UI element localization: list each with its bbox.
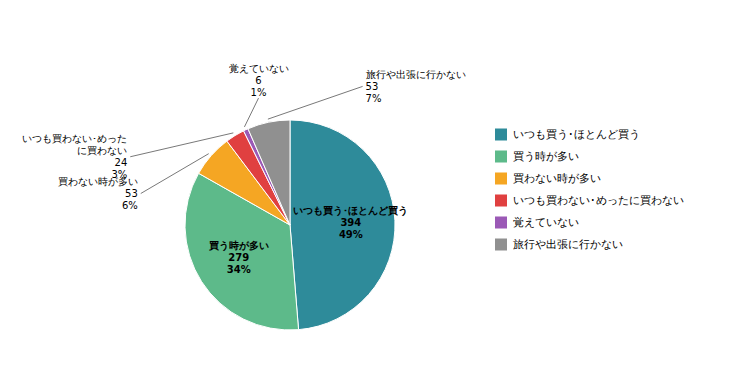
slice xyxy=(248,120,290,225)
legend-item: いつも買う･ほとんど買う xyxy=(495,128,640,141)
slice-label-line: に買わない xyxy=(77,145,127,156)
legend-item: いつも買わない･めったに買わない xyxy=(495,194,684,207)
legend-swatch xyxy=(495,239,507,251)
slice-label-line: 旅行や出張に行かない xyxy=(366,69,466,80)
slice-label: いつも買う･ほとんど買う xyxy=(293,205,408,217)
chart: いつも買う･ほとんど買う39449%買う時が多い27934%買わない時が多い53… xyxy=(0,0,756,379)
value-label: 279 xyxy=(228,252,249,263)
legend-swatch xyxy=(495,129,507,141)
legend-label: 買う時が多い xyxy=(513,150,579,163)
legend-label: いつも買う･ほとんど買う xyxy=(513,128,640,141)
legend-item: 買う時が多い xyxy=(495,150,579,163)
value-label: 53 xyxy=(125,188,138,199)
percentage-label: 1% xyxy=(251,87,267,98)
legend-label: 旅行や出張に行かない xyxy=(513,238,623,251)
value-label: 6 xyxy=(255,75,261,86)
legend-label: 買わない時が多い xyxy=(513,172,601,185)
slice-label-line: いつも買う･ほとんど買う xyxy=(293,205,408,217)
legend-label: いつも買わない･めったに買わない xyxy=(513,194,684,207)
value-label: 394 xyxy=(340,217,361,228)
slice-label: 旅行や出張に行かない xyxy=(366,69,466,80)
slice xyxy=(290,120,395,330)
slice-label-line: いつも買わない･めった xyxy=(22,133,127,144)
slice-label-line: 覚えていない xyxy=(229,63,289,74)
leader-line xyxy=(141,154,209,194)
leader-line xyxy=(244,98,258,127)
slice-label: 買う時が多い xyxy=(208,240,269,252)
pie xyxy=(185,120,395,330)
slice-label: 覚えていない xyxy=(229,63,289,74)
value-label: 53 xyxy=(366,81,379,92)
data-labels: いつも買う･ほとんど買う39449%買う時が多い27934%買わない時が多い53… xyxy=(22,63,465,276)
percentage-label: 3% xyxy=(111,169,127,180)
percentage-label: 6% xyxy=(122,200,138,211)
percentage-label: 7% xyxy=(366,93,382,104)
legend-swatch xyxy=(495,173,507,185)
percentage-label: 49% xyxy=(339,229,363,240)
legend-swatch xyxy=(495,151,507,163)
value-label: 24 xyxy=(115,157,128,168)
slice-label: いつも買わない･めったに買わない xyxy=(22,133,127,156)
legend-item: 旅行や出張に行かない xyxy=(495,238,623,251)
legend-label: 覚えていない xyxy=(513,216,579,229)
legend-item: 買わない時が多い xyxy=(495,172,601,185)
legend-swatch xyxy=(495,195,507,207)
legend-item: 覚えていない xyxy=(495,216,579,229)
leader-line xyxy=(268,86,363,119)
legend: いつも買う･ほとんど買う買う時が多い買わない時が多いいつも買わない･めったに買わ… xyxy=(495,128,684,251)
legend-swatch xyxy=(495,217,507,229)
percentage-label: 34% xyxy=(227,264,251,275)
leader-line xyxy=(130,133,233,157)
slice-label-line: 買う時が多い xyxy=(208,240,269,252)
slices xyxy=(185,120,395,330)
